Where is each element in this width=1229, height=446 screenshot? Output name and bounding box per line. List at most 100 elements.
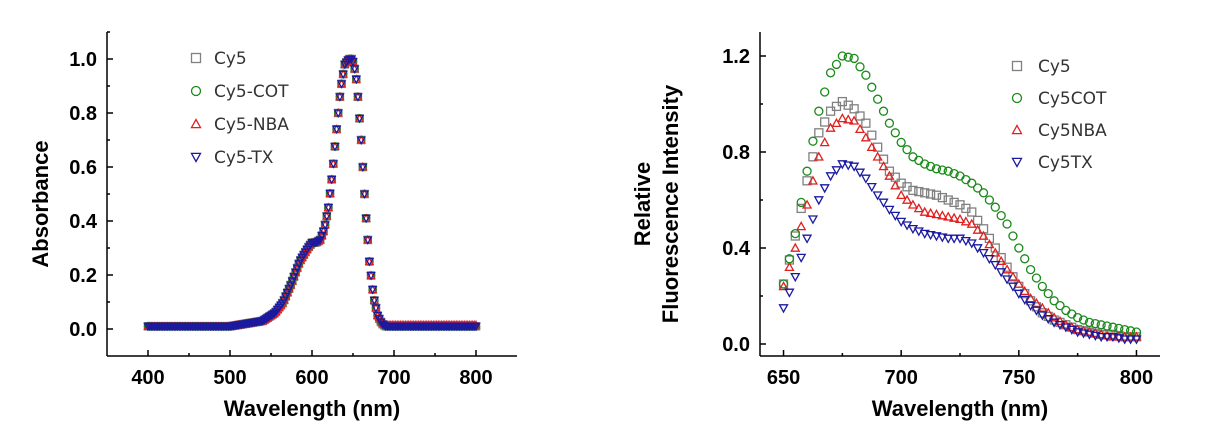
data-point xyxy=(1125,326,1136,336)
data-point xyxy=(1025,301,1036,311)
legend: Cy5 Cy5COT Cy5NBA Cy5TX xyxy=(1011,57,1107,173)
data-point xyxy=(330,142,340,152)
data-point xyxy=(884,166,895,176)
data-point xyxy=(354,114,365,124)
data-point xyxy=(949,234,960,244)
data-point xyxy=(778,279,789,289)
legend-marker xyxy=(1011,157,1023,168)
data-point xyxy=(831,166,842,176)
data-point xyxy=(1025,293,1036,303)
data-point xyxy=(860,132,871,142)
data-point xyxy=(925,189,936,199)
data-point xyxy=(996,252,1006,263)
fluorescence-chart: 0.0 0.4 0.8 1.2 650 700 750 800 Wavelength (nm) R… xyxy=(630,32,1160,421)
series-cy5-cot xyxy=(143,54,481,331)
data-point xyxy=(884,205,895,215)
data-point xyxy=(949,212,960,222)
data-point xyxy=(960,216,971,226)
data-point xyxy=(808,136,818,146)
data-point xyxy=(931,232,942,242)
data-point xyxy=(901,194,913,204)
data-point xyxy=(263,314,273,323)
data-point xyxy=(984,254,995,265)
data-point xyxy=(884,118,895,128)
data-point xyxy=(907,199,919,209)
data-point xyxy=(867,82,877,92)
data-point xyxy=(931,209,942,219)
data-point xyxy=(843,161,854,171)
data-point xyxy=(937,233,948,243)
data-point xyxy=(990,202,1000,212)
data-point xyxy=(313,237,324,246)
data-point xyxy=(908,152,918,162)
data-point xyxy=(336,80,347,89)
x-axis-title: Wavelength (nm) xyxy=(224,396,400,421)
x-axis-title: Wavelength (nm) xyxy=(872,396,1048,421)
data-point xyxy=(984,195,995,205)
data-point xyxy=(931,164,942,174)
data-point xyxy=(896,189,907,200)
data-point xyxy=(972,224,983,234)
data-point xyxy=(872,94,883,104)
data-point xyxy=(1107,332,1119,343)
y-axis-title-line1: Relative xyxy=(630,162,655,246)
data-point xyxy=(371,304,381,313)
data-point xyxy=(820,87,830,97)
data-point xyxy=(837,51,848,61)
data-point xyxy=(854,168,866,178)
data-point xyxy=(264,313,275,322)
data-point xyxy=(949,197,959,208)
series-cy5nba xyxy=(778,113,1142,341)
data-point xyxy=(925,207,936,218)
data-point xyxy=(778,281,789,291)
data-point xyxy=(1096,320,1106,330)
data-point xyxy=(1020,254,1030,264)
series-cy5tx xyxy=(778,160,1142,345)
data-point xyxy=(908,185,918,196)
data-point xyxy=(351,75,361,85)
x-tick-label: 650 xyxy=(767,367,800,389)
y-tick-label: 1.0 xyxy=(69,49,97,71)
data-point xyxy=(890,128,900,138)
data-point xyxy=(937,192,948,203)
data-point xyxy=(813,196,824,206)
data-point xyxy=(796,253,807,263)
data-point xyxy=(335,93,345,102)
data-point xyxy=(807,175,819,185)
data-point xyxy=(996,210,1006,221)
data-point xyxy=(866,182,877,193)
data-point xyxy=(802,166,812,176)
data-point xyxy=(1049,312,1060,322)
data-point xyxy=(261,315,271,324)
data-point xyxy=(966,218,977,228)
data-point xyxy=(1037,281,1048,292)
legend: Cy5 Cy5-COT Cy5-NBA Cy5-TX xyxy=(190,49,289,168)
legend-marker xyxy=(1011,124,1023,135)
data-point xyxy=(266,311,276,321)
data-point xyxy=(990,260,1001,271)
data-point xyxy=(367,286,378,295)
data-point xyxy=(1002,262,1012,272)
series-cy5cot xyxy=(778,51,1142,337)
data-point xyxy=(348,58,358,67)
data-point xyxy=(919,229,930,239)
data-point xyxy=(849,162,860,172)
data-point xyxy=(890,211,901,221)
x-tick-label: 700 xyxy=(884,367,917,389)
data-point xyxy=(837,160,848,170)
data-point xyxy=(831,59,842,70)
data-point xyxy=(320,221,330,230)
data-point xyxy=(801,199,813,209)
data-point xyxy=(972,215,983,226)
data-point xyxy=(849,104,859,114)
data-point xyxy=(1101,332,1113,343)
data-point xyxy=(925,230,936,241)
data-point xyxy=(984,233,995,244)
legend-marker xyxy=(1011,92,1023,104)
data-point xyxy=(849,53,859,64)
data-point xyxy=(961,174,971,185)
data-point xyxy=(318,227,329,237)
y-axis-title-line2: Fluorescence Intensity xyxy=(658,84,683,323)
data-point xyxy=(814,128,824,138)
data-point xyxy=(778,304,789,314)
